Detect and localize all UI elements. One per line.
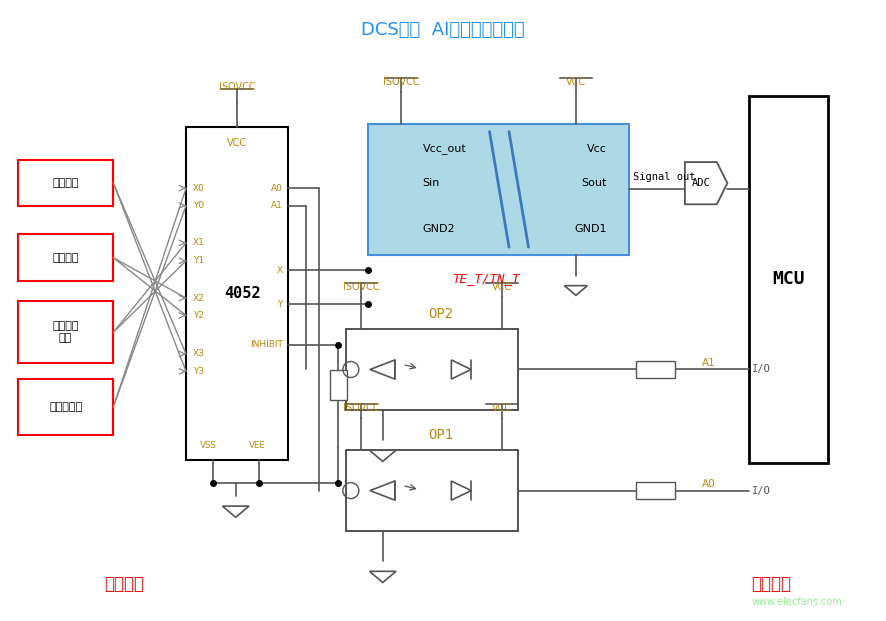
Text: X1: X1 [193,238,205,247]
Text: MCU: MCU [773,271,804,288]
Text: VCC: VCC [493,403,512,413]
Text: VCC: VCC [227,138,247,148]
Bar [18,160,113,206]
Text: 转速信号: 转速信号 [52,253,79,263]
Text: Vcc_out: Vcc_out [423,143,466,155]
Text: Y0: Y0 [193,201,205,210]
Text: A0: A0 [271,184,283,193]
Text: OP1: OP1 [428,428,453,442]
Text: GND1: GND1 [574,224,607,233]
Text: 压力信号: 压力信号 [52,178,79,188]
Bar [330,370,347,400]
Text: Sin: Sin [423,178,440,188]
Text: Y: Y [277,300,283,309]
Text: TE_T/TN_T: TE_T/TN_T [452,272,519,284]
Text: A1: A1 [702,358,716,368]
Text: I/O: I/O [752,486,771,496]
Text: A0: A0 [702,479,715,489]
Text: VSS: VSS [199,442,217,450]
Text: 控制中心: 控制中心 [750,575,791,592]
Text: 4052: 4052 [224,286,260,301]
Bar [636,361,675,378]
Text: Signal out: Signal out [633,172,696,182]
Text: Y3: Y3 [193,367,205,376]
Text: OP2: OP2 [428,307,453,320]
Text: X2: X2 [193,294,205,302]
Text: Sout: Sout [581,178,607,188]
Text: Vcc: Vcc [587,144,607,154]
Text: ISOVCC: ISOVCC [343,403,380,413]
Text: I/O: I/O [752,365,771,374]
Bar [636,482,675,499]
Text: ISOVCC: ISOVCC [383,77,420,87]
Text: Y1: Y1 [193,256,205,265]
Text: A1: A1 [271,201,283,210]
Text: ISOVCC: ISOVCC [219,82,255,92]
Text: www.elecfans.com: www.elecfans.com [752,597,843,607]
Text: VEE: VEE [248,442,266,450]
Text: 电压电流
信号: 电压电流 信号 [52,322,79,343]
Bar [18,379,113,435]
Bar [368,124,629,255]
Text: X3: X3 [193,350,205,358]
Text: Y2: Y2 [193,311,204,320]
Bar [749,96,828,463]
Text: INHIBIT: INHIBIT [250,340,283,349]
Bar [346,450,518,531]
Text: GND2: GND2 [423,224,455,233]
Bar [18,235,113,281]
Text: VCC: VCC [566,77,586,87]
Bar [346,329,518,410]
Text: 温湿度信号: 温湿度信号 [49,402,82,412]
Text: 工业现场: 工业现场 [104,575,144,592]
Text: DCS系统  AI板卡组隔离应用: DCS系统 AI板卡组隔离应用 [361,21,525,39]
Text: VCC: VCC [493,282,512,292]
Bar [186,127,288,460]
Text: ADC: ADC [692,178,711,188]
Bar [18,301,113,363]
Text: ISOVCC: ISOVCC [343,282,380,292]
Text: X0: X0 [193,184,205,193]
Text: X: X [276,266,283,274]
